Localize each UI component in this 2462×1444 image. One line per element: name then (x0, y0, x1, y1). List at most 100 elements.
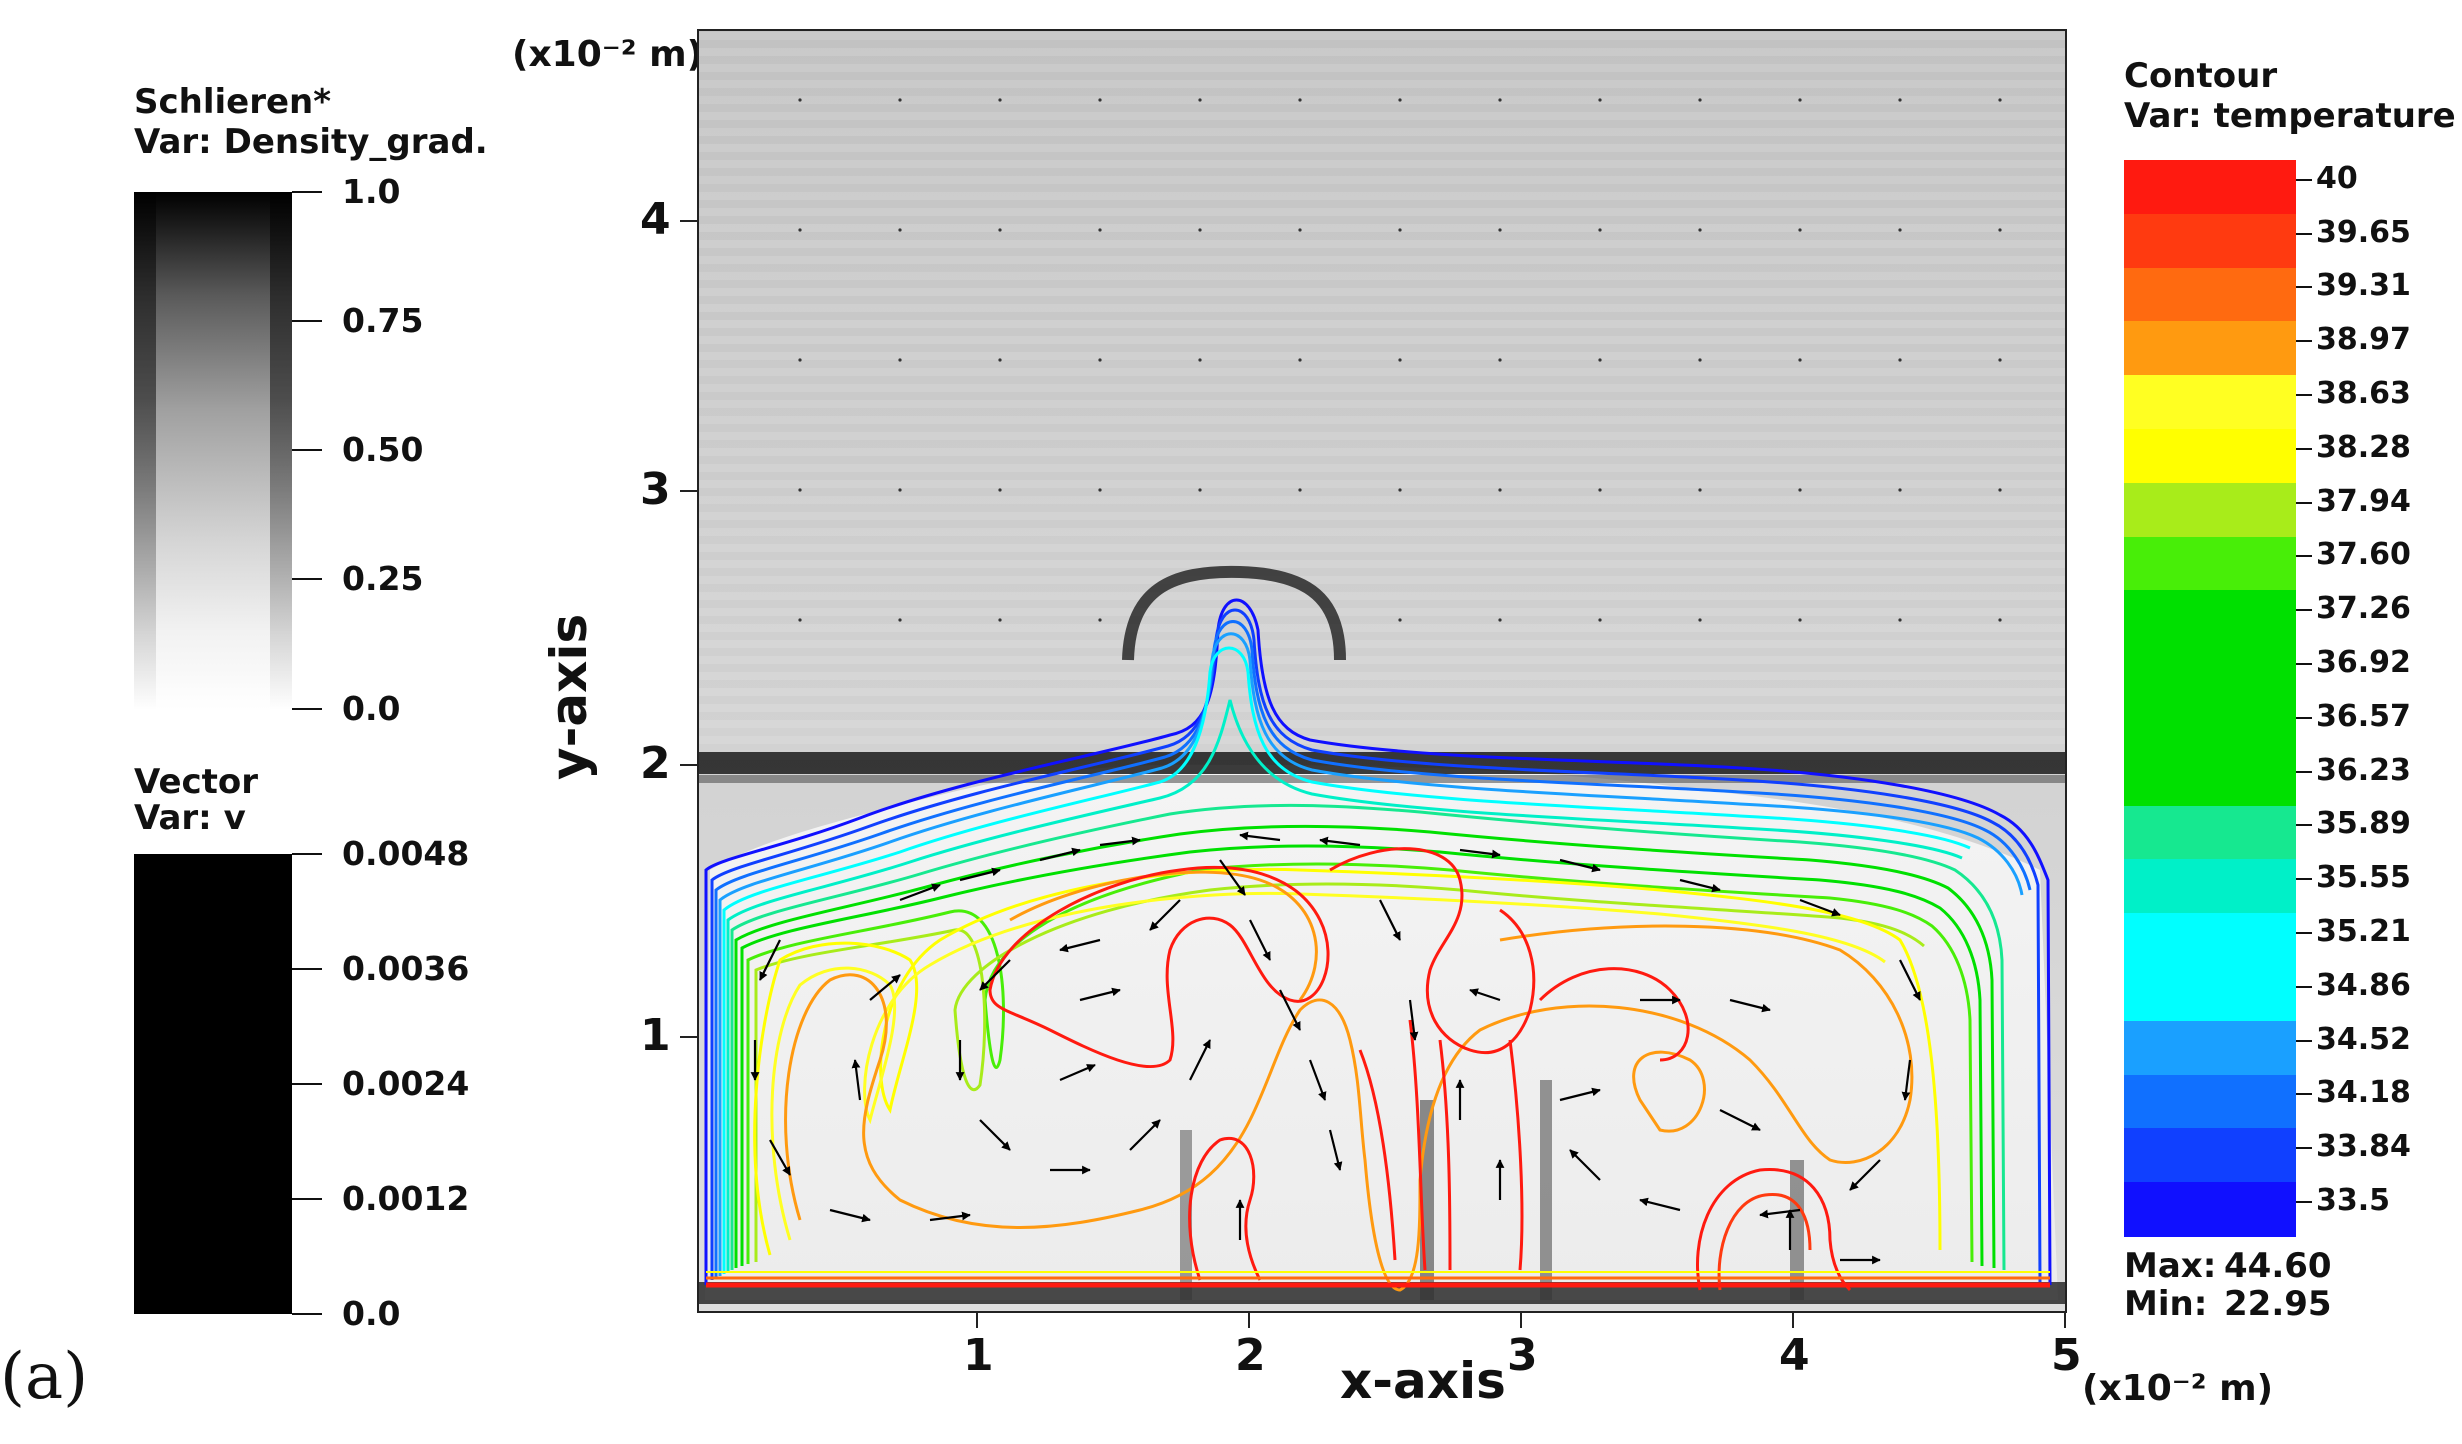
vector-arrow (869, 974, 901, 1001)
contour-level-label: 36.23 (2316, 752, 2411, 788)
vector-legend-var: Var: v (134, 798, 246, 838)
contour-level-label: 35.21 (2316, 914, 2411, 950)
contour-level-label: 37.60 (2316, 537, 2411, 573)
vector-arrow (929, 1211, 971, 1222)
contour-colorbar-ticks: 40 39.65 39.31 38.97 38.63 38.28 37.94 37.60 37.… (2296, 160, 2456, 1236)
contour-level-label: 34.52 (2316, 1021, 2411, 1057)
x-axis-title: x-axis (1340, 1352, 1506, 1410)
y-tick-label: 1 (640, 1010, 671, 1061)
x-tick-label: 5 (2051, 1330, 2082, 1381)
schlieren-tick (292, 320, 322, 322)
y-tick (680, 220, 698, 222)
contour-level-label: 34.18 (2316, 1075, 2411, 1111)
vector-arrow (1901, 1059, 1912, 1101)
contour-color-band (2124, 859, 2296, 915)
schlieren-tick-label: 1.0 (342, 172, 401, 211)
plume-streak (1180, 1130, 1192, 1300)
y-tick-label: 4 (640, 194, 671, 245)
x-tick-label: 2 (1235, 1330, 1266, 1381)
contour-color-band (2124, 321, 2296, 377)
schlieren-colorbar (134, 192, 292, 710)
schlieren-tick-label: 0.0 (342, 689, 401, 728)
contour-38.97-c (1632, 1050, 1706, 1133)
contour-color-band (2124, 644, 2296, 699)
contour-level-tick (2296, 555, 2312, 558)
x-tick (1792, 1312, 1794, 1328)
contour-level-label: 38.28 (2316, 429, 2411, 465)
vector-arrow (979, 959, 1011, 991)
y-axis-title: y-axis (540, 613, 598, 780)
main-plot (697, 29, 2067, 1313)
schlieren-tick (292, 191, 322, 193)
contour-level-tick (2296, 770, 2312, 773)
vector-tick-label: 0.0024 (342, 1064, 470, 1103)
contour-level-label: 36.57 (2316, 698, 2411, 734)
schlieren-tick-label: 0.75 (342, 301, 424, 340)
vector-arrow (1079, 987, 1121, 1002)
y-tick-label: 2 (640, 738, 671, 789)
contour-color-band (2124, 267, 2296, 323)
contour-36.57 (746, 862, 1974, 1264)
vector-arrow (1129, 1119, 1161, 1151)
contour-min-label: Min: (2124, 1284, 2208, 1324)
contour-35.21 (726, 699, 1963, 1272)
schlieren-colorbar-shade-right (270, 192, 292, 710)
contour-level-tick (2296, 340, 2312, 343)
contour-level-tick (2296, 985, 2312, 988)
contour-33.5 (704, 598, 2052, 1286)
contour-color-band (2124, 913, 2296, 968)
contour-level-tick (2296, 716, 2312, 719)
vector-arrow (1059, 938, 1101, 953)
vector-arrow (1849, 1159, 1881, 1191)
vector-tick-label: 0.0048 (342, 834, 470, 873)
vector-arrow (769, 1139, 791, 1176)
contour-legend-var: Var: temperature (2124, 96, 2456, 136)
y-unit-label: (x10⁻² m) (512, 34, 704, 75)
contour-34.18 (714, 620, 2032, 1278)
vector-tick (292, 1083, 322, 1085)
contour-level-label: 40 (2316, 160, 2358, 196)
vector-arrow (1099, 836, 1141, 847)
contour-level-tick (2296, 286, 2312, 289)
contour-40-b (1329, 847, 1536, 1055)
y-tick (680, 1036, 698, 1038)
contour-level-tick (2296, 1093, 2312, 1096)
x-tick-label: 1 (963, 1330, 994, 1381)
vector-tick-label: 0.0 (342, 1294, 401, 1333)
contour-38.97-b (1009, 870, 1318, 1001)
vector-arrow (1719, 1109, 1761, 1131)
vector-tick-label: 0.0012 (342, 1179, 470, 1218)
contour-level-label: 35.55 (2316, 860, 2411, 896)
vector-arrow (829, 1208, 871, 1223)
vector-arrow (1459, 848, 1501, 859)
contour-level-label: 37.94 (2316, 483, 2411, 519)
contour-33.84 (710, 608, 2042, 1283)
schlieren-field-lower (705, 764, 2058, 1300)
contour-level-label: 35.89 (2316, 806, 2411, 842)
contour-level-tick (2296, 1039, 2312, 1042)
x-tick-label: 3 (1507, 1330, 1538, 1381)
contour-max-label: Max: (2124, 1246, 2217, 1286)
vector-arrow (979, 1119, 1011, 1151)
contour-level-tick (2296, 232, 2312, 235)
contour-35.55 (730, 803, 2006, 1271)
contour-color-band (2124, 967, 2296, 1022)
contour-color-band (2124, 1074, 2296, 1130)
contour-34.52 (718, 632, 2024, 1276)
vector-arrow (1569, 1149, 1601, 1181)
contour-level-tick (2296, 1147, 2312, 1150)
contour-level-tick (2296, 447, 2312, 450)
temperature-contours (704, 598, 2052, 1292)
contour-colorbar (2124, 160, 2296, 1237)
vector-arrow (851, 1059, 862, 1101)
schlieren-tick (292, 449, 322, 451)
vector-arrow (959, 867, 1001, 882)
vector-arrow (1249, 919, 1271, 961)
schlieren-tick-label: 0.50 (342, 430, 424, 469)
schlieren-legend-var: Var: Density_grad. (134, 122, 488, 162)
contour-color-band (2124, 805, 2296, 861)
contour-color-band (2124, 1128, 2296, 1184)
contour-level-tick (2296, 609, 2312, 612)
vector-arrow (1149, 899, 1181, 931)
contour-level-tick (2296, 501, 2312, 504)
